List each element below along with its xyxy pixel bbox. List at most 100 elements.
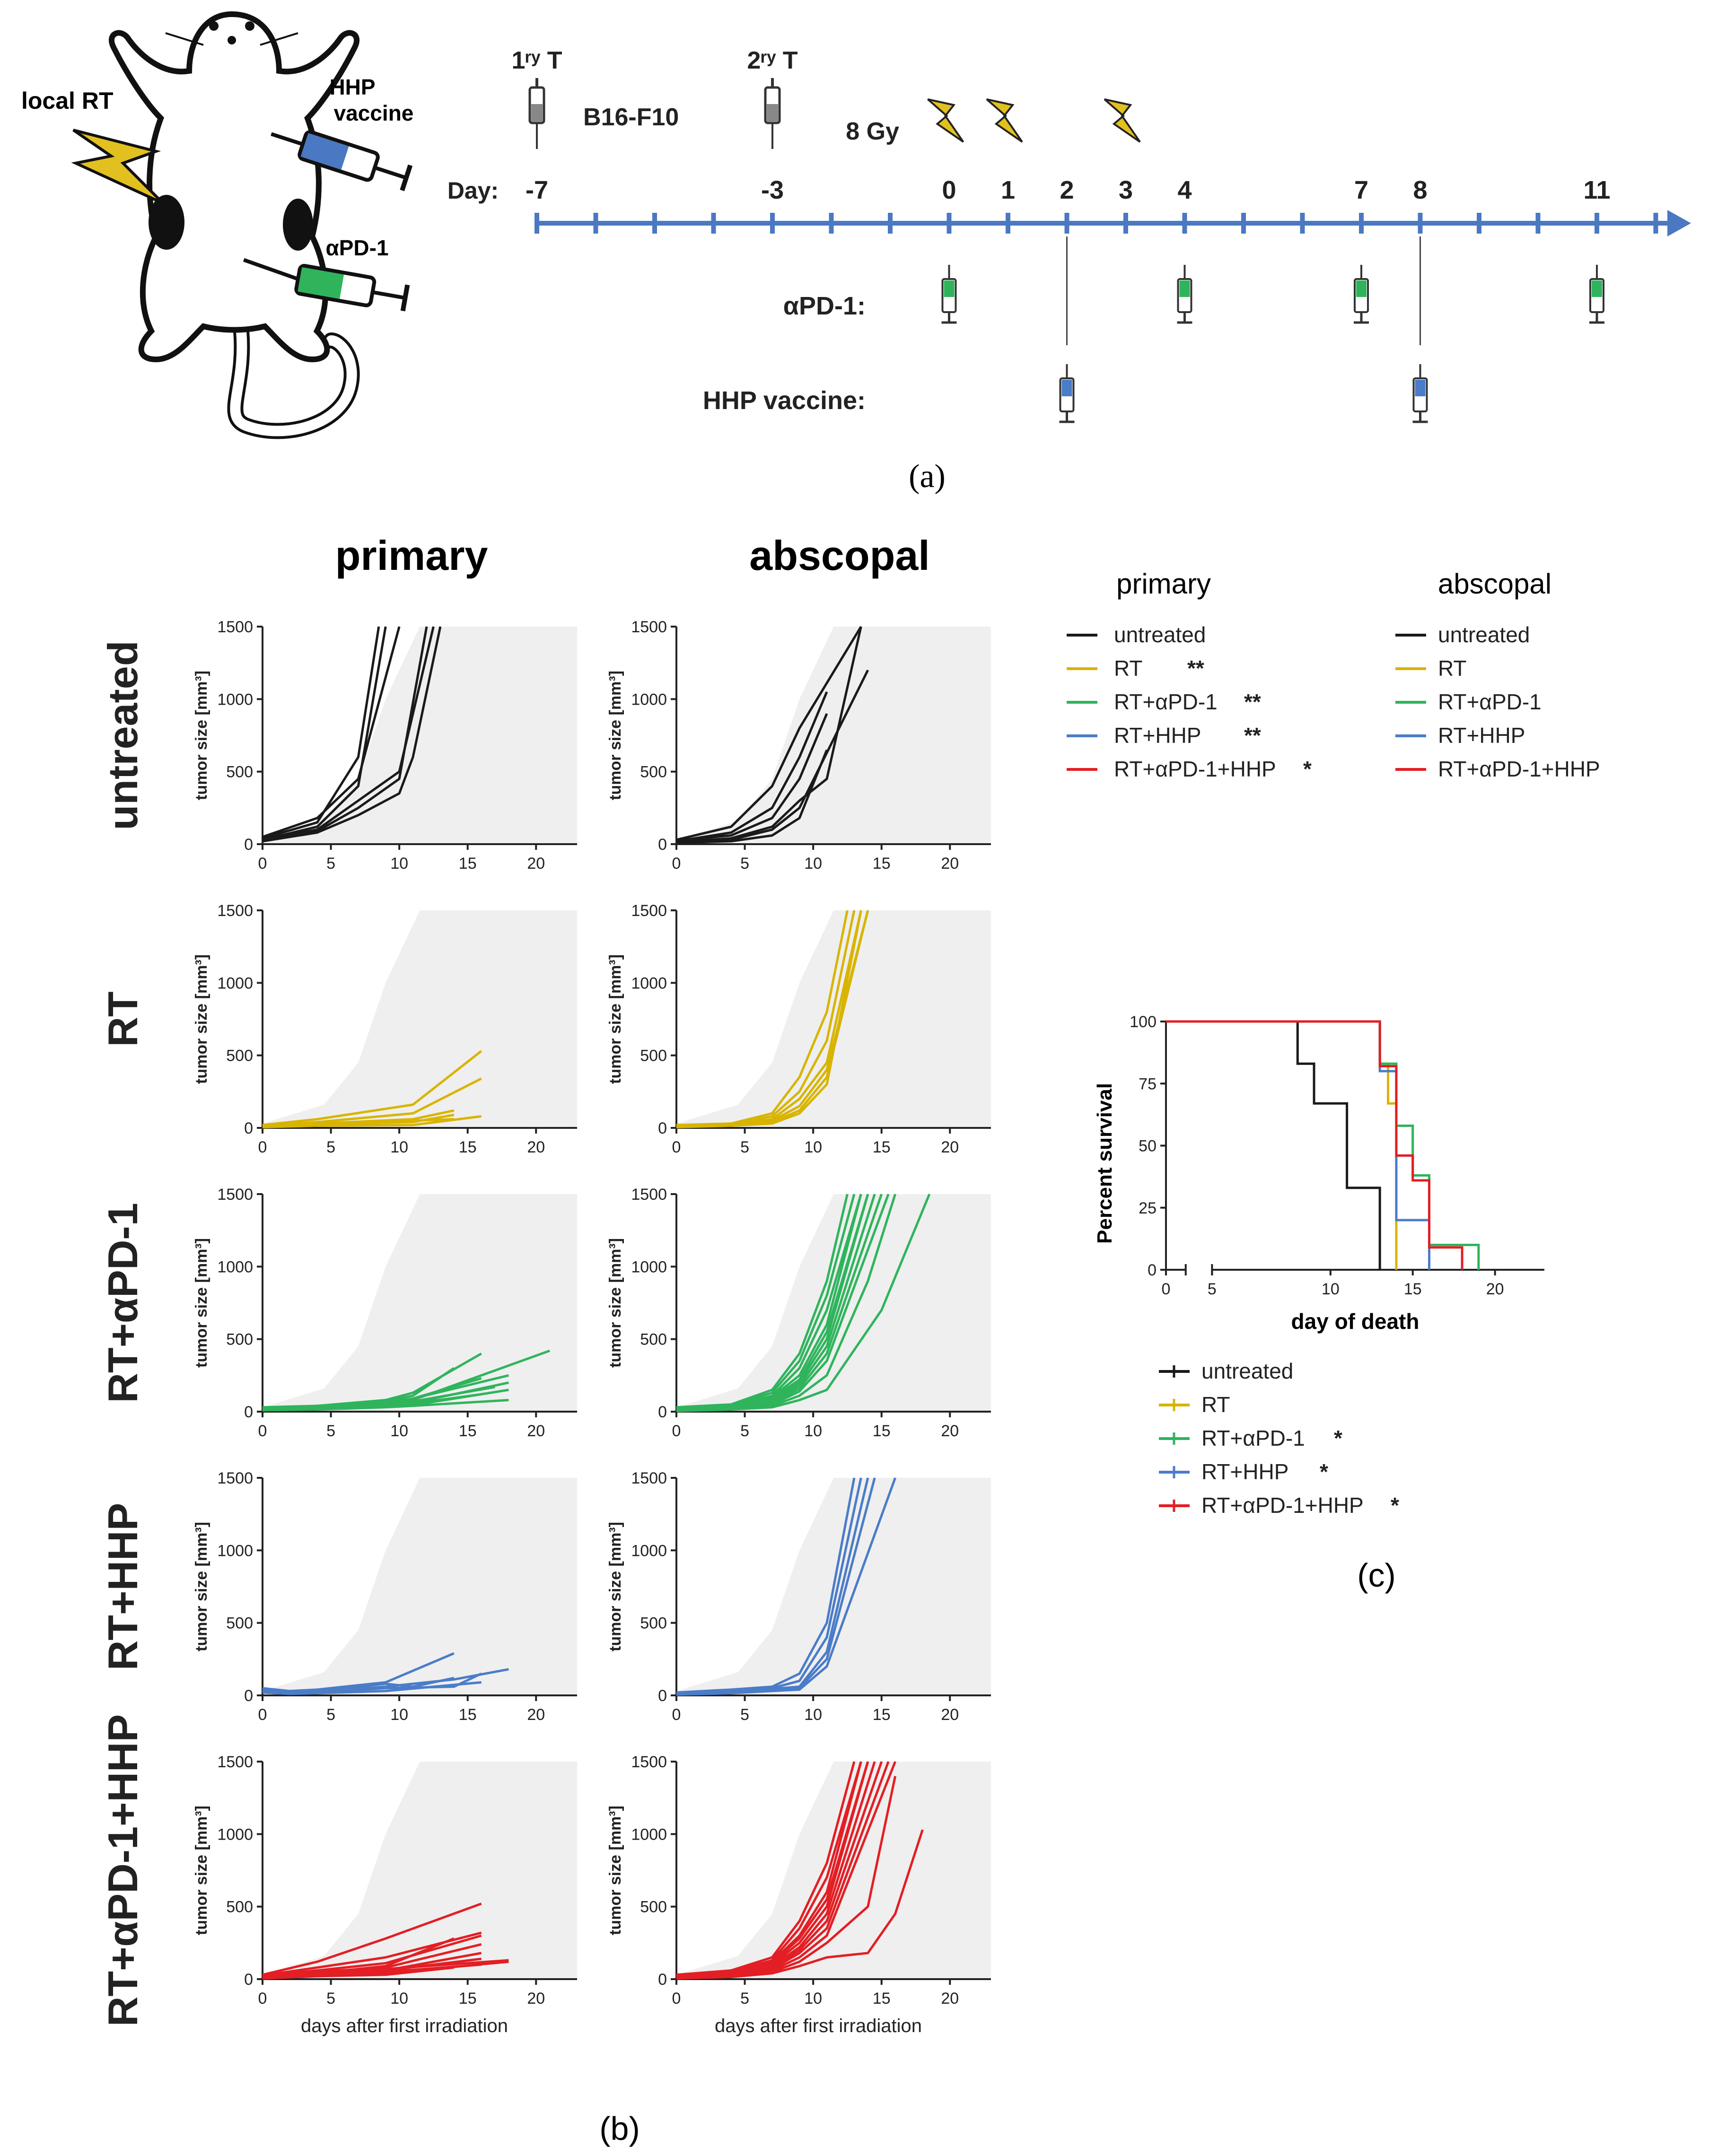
growth-curve-mouse-3: [262, 626, 401, 838]
apd1-label: αPD-1: [325, 236, 388, 260]
primary-tumor-syringe-icon: [528, 78, 545, 149]
growth-curve-mouse-2: [262, 626, 387, 841]
y-axis-label: tumor size [mm³]: [606, 1238, 624, 1368]
growth-curve-mouse-1: [262, 1050, 482, 1126]
y-tick-label: 1500: [217, 1186, 253, 1204]
hhp-dose-syringe-icon: [1412, 364, 1428, 423]
survival-legend-entry: RT+HHP: [1201, 1459, 1288, 1484]
y-tick-label: 1000: [217, 1542, 253, 1560]
growth-curve-mouse-6: [676, 749, 828, 844]
x-axis-label: days after first irradiation: [715, 2016, 922, 2036]
local-rt-bolt-icon: [71, 129, 165, 205]
growth-plot-abscopal-RT_HHP: 0 5 10 15 20 0 500 1000 1500 tumor size [mm³]: [606, 1469, 991, 1724]
x-tick-label: 15: [459, 855, 477, 873]
timeline-day-label: 4: [1177, 176, 1192, 204]
growth-curve-mouse-1: [676, 626, 862, 841]
syringe-fill: [944, 280, 955, 297]
survival-xlabel: day of death: [1291, 1309, 1420, 1334]
growth-curve-mouse-9: [262, 1399, 509, 1412]
y-axis-label: tumor size [mm³]: [193, 1806, 210, 1935]
survival-legend-significance: *: [1334, 1426, 1342, 1450]
y-tick-label: 500: [640, 1898, 667, 1916]
apd1-dose-syringe-icon: [1589, 265, 1604, 324]
x-tick-label: 10: [390, 1138, 408, 1156]
y-tick-label: 500: [640, 1615, 667, 1632]
growth-plot-primary-RT: 0 5 10 15 20 0 500 1000 1500 tumor size [mm³]: [193, 902, 577, 1156]
growth-curve-mouse-2: [676, 691, 828, 843]
y-tick-label: 500: [226, 1615, 253, 1632]
timeline-day-label: 7: [1354, 176, 1368, 204]
x-tick-label: 0: [672, 855, 681, 873]
x-tick-label: 5: [740, 1990, 749, 2008]
x-tick-label: 20: [941, 855, 959, 873]
growth-curve-mouse-6: [262, 1118, 454, 1128]
x-tick-label: 20: [527, 855, 545, 873]
untreated-reference-band: [676, 627, 991, 844]
y-axis-label: tumor size [mm³]: [193, 1522, 210, 1651]
timeline-arrowhead-icon: [1667, 210, 1691, 236]
y-tick-label: 0: [658, 1403, 667, 1421]
y-tick-label: 1500: [217, 1753, 253, 1771]
primary-tumor: [149, 195, 184, 250]
mouse-illustration: local RT HHP vaccine αPD-1: [21, 11, 413, 439]
legend-primary-entry: RT+αPD-1+HHP: [1114, 757, 1276, 781]
column-title-primary: primary: [335, 532, 488, 579]
x-tick-label: 0: [258, 1422, 267, 1440]
growth-curve-mouse-1: [262, 1903, 482, 1976]
y-tick-label: 1000: [217, 1825, 253, 1843]
timeline-day-label: 1: [1001, 176, 1015, 204]
legend-primary-title: primary: [1116, 568, 1211, 600]
apd1-dose-syringe-icon: [941, 265, 957, 324]
survival-x-tick-label: 10: [1322, 1280, 1340, 1298]
x-tick-label: 0: [672, 1706, 681, 1724]
x-tick-label: 5: [326, 1706, 335, 1724]
x-tick-label: 5: [326, 855, 335, 873]
legend-primary-entry: untreated: [1114, 622, 1206, 647]
x-tick-label: 15: [459, 1706, 477, 1724]
y-axis-label: tumor size [mm³]: [193, 671, 210, 800]
hhp-vaccine-label-line1: HHP: [329, 75, 375, 99]
survival-x-tick-label: 15: [1404, 1280, 1422, 1298]
x-tick-label: 20: [941, 1706, 959, 1724]
hhp-dose-syringe-icon: [1059, 364, 1075, 423]
y-tick-label: 1500: [631, 618, 667, 636]
syringe-fill: [767, 104, 778, 122]
untreated-reference-band: [263, 910, 577, 1128]
x-tick-label: 10: [390, 855, 408, 873]
growth-curve-mouse-10: [262, 1374, 509, 1409]
y-tick-label: 0: [658, 836, 667, 854]
growth-curve-mouse-6: [676, 910, 862, 1128]
growth-plot-abscopal-RT: 0 5 10 15 20 0 500 1000 1500 tumor size [mm³]: [606, 902, 991, 1156]
legend-primary-entry: RT+αPD-1: [1114, 690, 1218, 714]
y-tick-label: 0: [244, 836, 253, 854]
y-tick-label: 1000: [631, 1825, 667, 1843]
hhp-syringe-icon: [271, 130, 413, 192]
y-tick-label: 0: [658, 1971, 667, 1989]
treatment-timeline: -7 -3 0 1 2 3 4 7 8 11 Day: 1ʳʸ T 2ʳʸ T B16-F10 8 Gy αP…: [447, 47, 1691, 423]
growth-plot-abscopal-RT_aPD1_HHP: 0 5 10 15 20 0 500 1000 1500 tumor size [mm³] days…: [606, 1753, 991, 2036]
timeline-day-label: 11: [1583, 176, 1610, 204]
x-tick-label: 10: [804, 855, 822, 873]
timeline-day-label: 3: [1119, 176, 1133, 204]
x-tick-label: 15: [459, 1990, 477, 2008]
legend-primary-entry: RT: [1114, 656, 1143, 681]
timeline-day-label: 2: [1060, 176, 1074, 204]
syringe-fill: [1061, 380, 1072, 396]
survival-legend-significance: *: [1391, 1493, 1399, 1518]
growth-plot-primary-untreated: 0 5 10 15 20 0 500 1000 1500 tumor size [mm³]: [193, 618, 577, 873]
x-tick-label: 5: [740, 1706, 749, 1724]
row-title-RT_aPD1: RT+αPD-1: [99, 1203, 146, 1403]
legend-primary-entry: RT+HHP: [1114, 723, 1201, 748]
panel-b-caption: (b): [599, 2110, 640, 2147]
panel-a-caption: (a): [909, 458, 946, 495]
survival-x-tick-label: 5: [1208, 1280, 1217, 1298]
legend-primary-significance: **: [1244, 723, 1261, 748]
panel-a-schematic: local RT HHP vaccine αPD-1 -7 -3 0 1 2 3 4 7 8 11…: [21, 11, 1691, 495]
growth-curve-mouse-8: [262, 1386, 495, 1410]
mouse-body: [108, 11, 360, 363]
syringe-fill: [1356, 280, 1367, 297]
survival-curve-2: [1166, 1020, 1480, 1270]
growth-curve-mouse-11: [676, 1829, 924, 1980]
y-tick-label: 0: [244, 1687, 253, 1705]
